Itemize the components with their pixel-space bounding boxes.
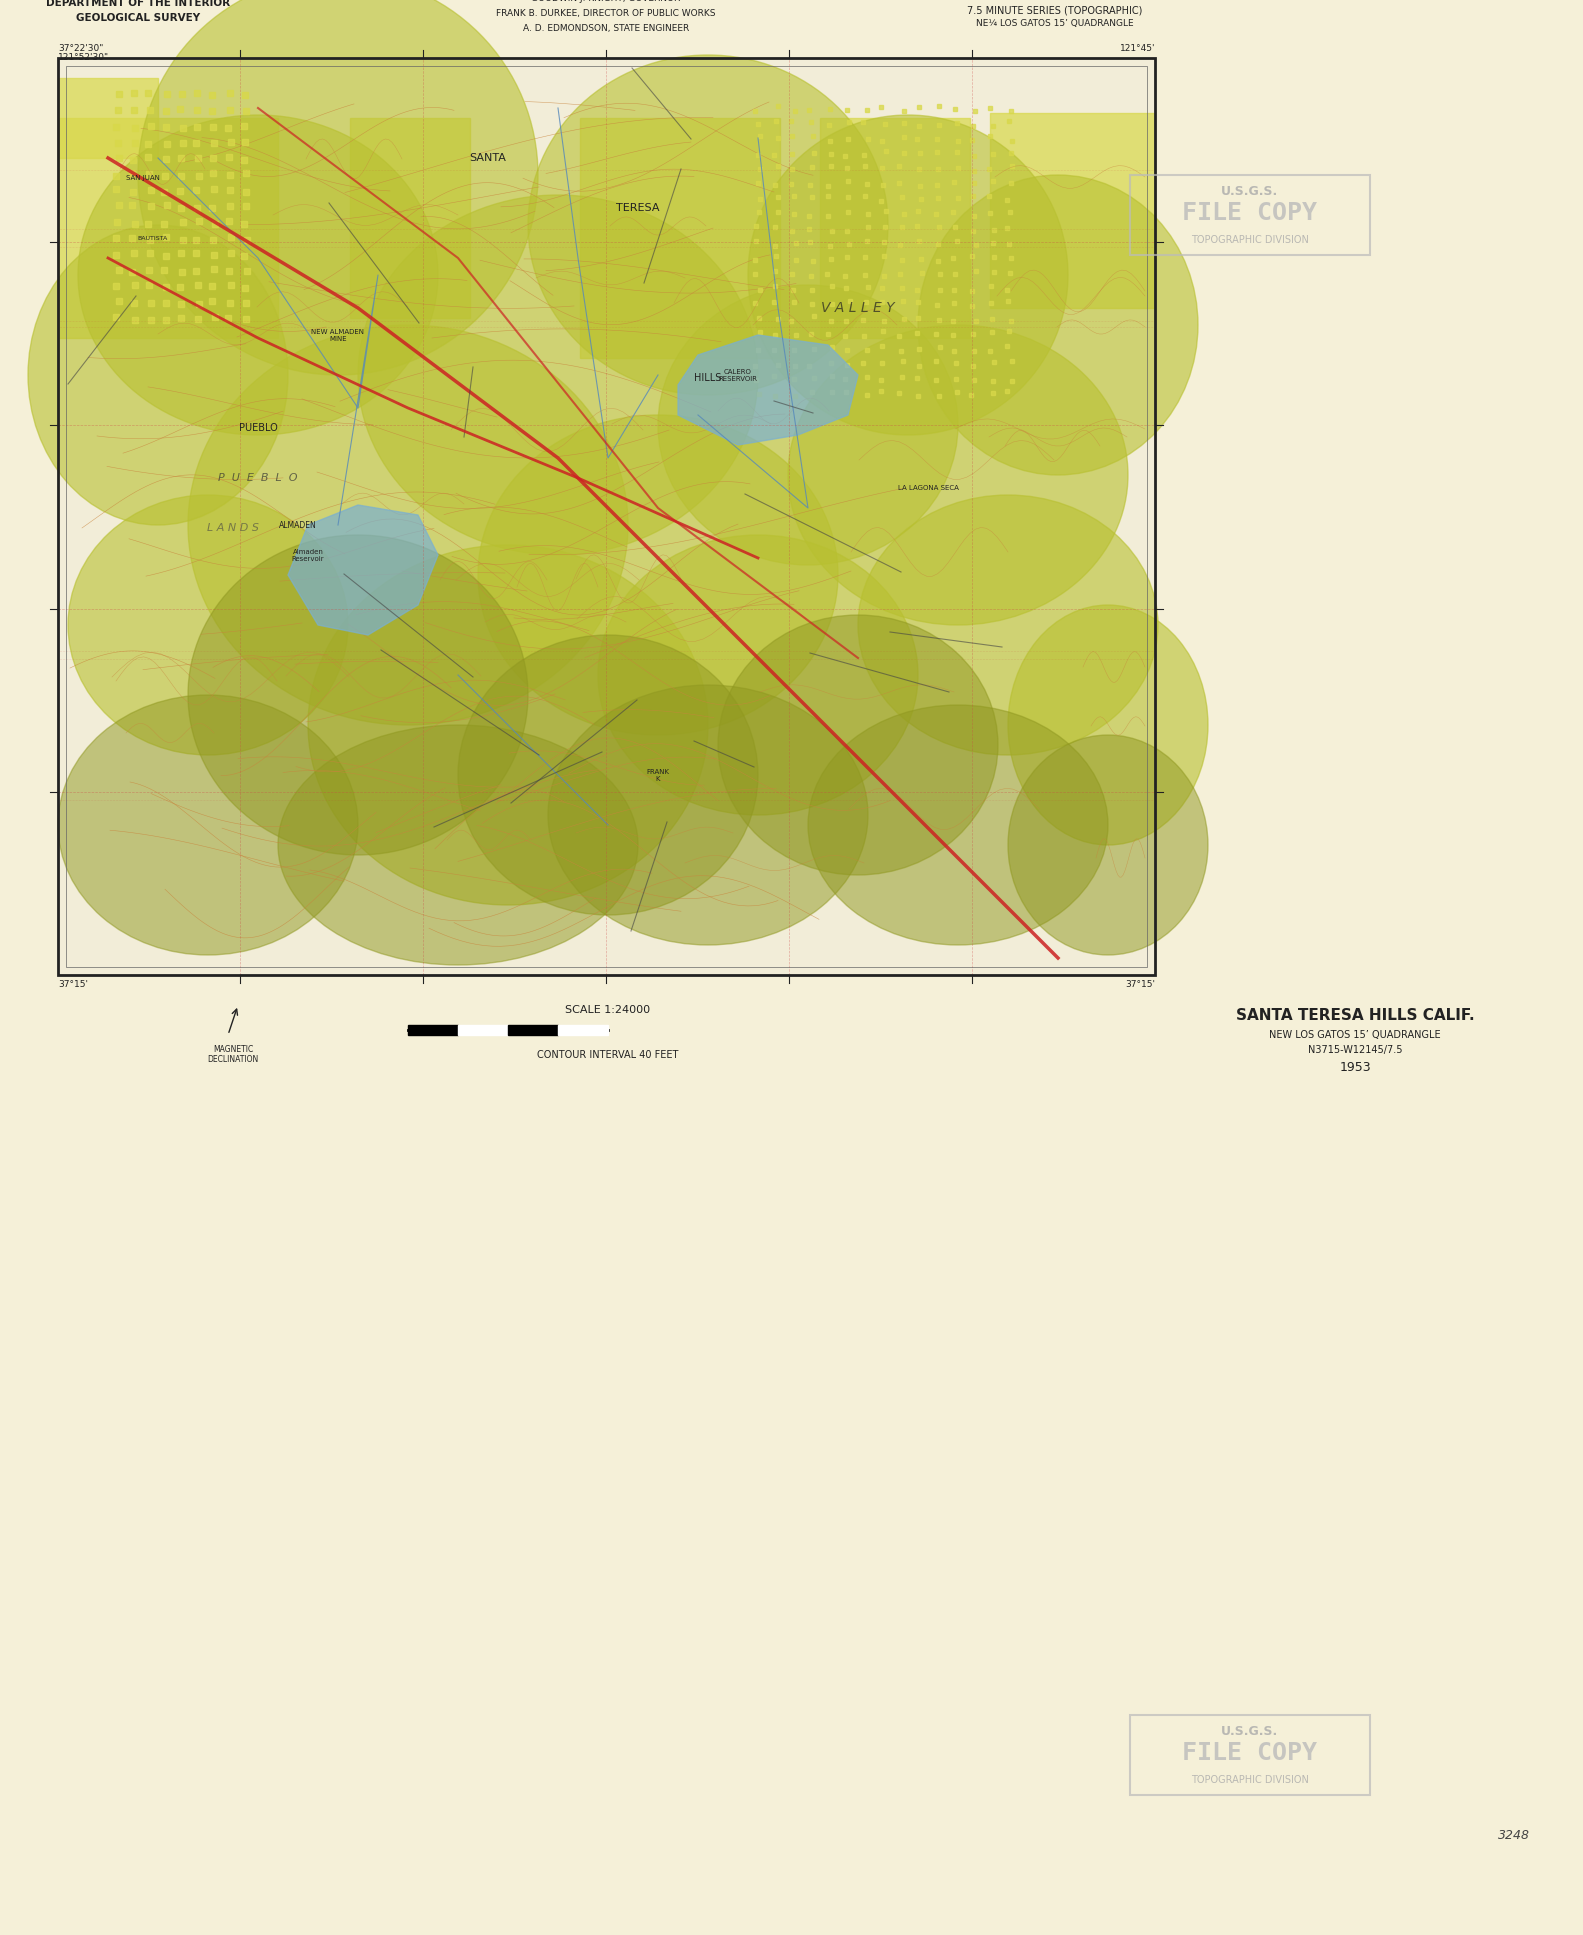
Text: FRANK
K: FRANK K <box>646 768 670 782</box>
Text: V A L L E Y: V A L L E Y <box>822 302 894 315</box>
Text: ALMADEN: ALMADEN <box>279 521 317 530</box>
Ellipse shape <box>788 325 1129 625</box>
Text: CALERO
RESERVOIR: CALERO RESERVOIR <box>719 368 758 381</box>
Text: 3248: 3248 <box>1498 1829 1531 1842</box>
Text: N3715-W12145/7.5: N3715-W12145/7.5 <box>1308 1045 1403 1055</box>
Bar <box>59 58 1156 975</box>
Text: FILE COPY: FILE COPY <box>1183 201 1317 224</box>
Ellipse shape <box>59 695 358 956</box>
Ellipse shape <box>188 325 628 726</box>
Ellipse shape <box>68 495 348 755</box>
Text: SCALE 1:24000: SCALE 1:24000 <box>565 1004 651 1016</box>
Text: L A N D S: L A N D S <box>207 522 260 532</box>
Ellipse shape <box>719 615 997 875</box>
Ellipse shape <box>457 635 758 915</box>
Bar <box>59 77 158 159</box>
Bar <box>408 1026 457 1035</box>
Ellipse shape <box>749 114 1069 435</box>
Text: P  U  E  B  L  O: P U E B L O <box>218 472 298 484</box>
Text: BAUTISTA: BAUTISTA <box>138 236 168 240</box>
Text: SANTA: SANTA <box>470 153 507 163</box>
Ellipse shape <box>309 546 708 906</box>
Text: NE¼ LOS GATOS 15’ QUADRANGLE: NE¼ LOS GATOS 15’ QUADRANGLE <box>977 19 1133 27</box>
Text: TERESA: TERESA <box>616 203 660 213</box>
Ellipse shape <box>918 174 1198 474</box>
Text: U.S.G.S.: U.S.G.S. <box>1222 1724 1279 1738</box>
Ellipse shape <box>138 0 538 375</box>
Text: 1953: 1953 <box>1339 1060 1371 1074</box>
Bar <box>350 118 470 317</box>
Text: TOPOGRAPHIC DIVISION: TOPOGRAPHIC DIVISION <box>1190 1774 1309 1784</box>
Bar <box>508 1026 557 1035</box>
Bar <box>1130 174 1369 255</box>
Ellipse shape <box>1008 735 1208 956</box>
Text: CONTOUR INTERVAL 40 FEET: CONTOUR INTERVAL 40 FEET <box>537 1051 679 1060</box>
Text: NEW LOS GATOS 15’ QUADRANGLE: NEW LOS GATOS 15’ QUADRANGLE <box>1270 1029 1441 1039</box>
Text: TOPOGRAPHIC DIVISION: TOPOGRAPHIC DIVISION <box>1190 234 1309 246</box>
Text: SAN JUAN: SAN JUAN <box>127 174 160 182</box>
Ellipse shape <box>78 114 438 435</box>
Text: LA LAGONA SECA: LA LAGONA SECA <box>898 486 958 491</box>
Bar <box>59 118 279 339</box>
Text: Almaden
Reservoir: Almaden Reservoir <box>291 548 325 561</box>
Text: U.S.G.S.: U.S.G.S. <box>1222 186 1279 197</box>
Text: 37°15': 37°15' <box>59 979 89 989</box>
Text: GOODWIN J. KNIGHT, GOVERNOR: GOODWIN J. KNIGHT, GOVERNOR <box>532 0 681 2</box>
Ellipse shape <box>659 284 958 565</box>
Bar <box>1130 1714 1369 1796</box>
Text: PUEBLO: PUEBLO <box>239 424 277 433</box>
Text: 37°15': 37°15' <box>1126 979 1156 989</box>
Ellipse shape <box>529 54 888 395</box>
Ellipse shape <box>478 414 837 735</box>
Text: MAGNETIC
DECLINATION: MAGNETIC DECLINATION <box>207 1045 258 1064</box>
Text: 121°52'30": 121°52'30" <box>59 52 109 62</box>
Bar <box>820 118 970 339</box>
Text: A. D. EDMONDSON, STATE ENGINEER: A. D. EDMONDSON, STATE ENGINEER <box>522 23 689 33</box>
Text: HILLS: HILLS <box>695 373 722 383</box>
Ellipse shape <box>28 224 288 524</box>
Bar <box>557 1026 608 1035</box>
Bar <box>457 1026 508 1035</box>
Ellipse shape <box>807 704 1108 944</box>
Bar <box>59 58 1156 975</box>
Text: DEPARTMENT OF THE INTERIOR: DEPARTMENT OF THE INTERIOR <box>46 0 230 8</box>
Text: FILE COPY: FILE COPY <box>1183 1742 1317 1765</box>
Text: SANTA TERESA HILLS CALIF.: SANTA TERESA HILLS CALIF. <box>1236 1008 1474 1022</box>
Text: 37°22'30": 37°22'30" <box>59 45 103 52</box>
Ellipse shape <box>598 534 918 815</box>
Polygon shape <box>678 335 858 445</box>
Bar <box>989 112 1156 308</box>
Ellipse shape <box>279 726 638 966</box>
Bar <box>579 118 780 358</box>
Text: 7.5 MINUTE SERIES (TOPOGRAPHIC): 7.5 MINUTE SERIES (TOPOGRAPHIC) <box>967 6 1143 15</box>
Text: GEOLOGICAL SURVEY: GEOLOGICAL SURVEY <box>76 14 199 23</box>
Text: 121°45': 121°45' <box>1119 45 1156 52</box>
Bar <box>66 66 1148 967</box>
Ellipse shape <box>858 495 1159 755</box>
Polygon shape <box>288 505 438 635</box>
Ellipse shape <box>548 685 867 944</box>
Text: FRANK B. DURKEE, DIRECTOR OF PUBLIC WORKS: FRANK B. DURKEE, DIRECTOR OF PUBLIC WORK… <box>495 8 716 17</box>
Ellipse shape <box>1008 606 1208 846</box>
Ellipse shape <box>358 195 758 555</box>
Ellipse shape <box>188 534 529 855</box>
Text: NEW ALMADEN
MINE: NEW ALMADEN MINE <box>312 329 364 341</box>
